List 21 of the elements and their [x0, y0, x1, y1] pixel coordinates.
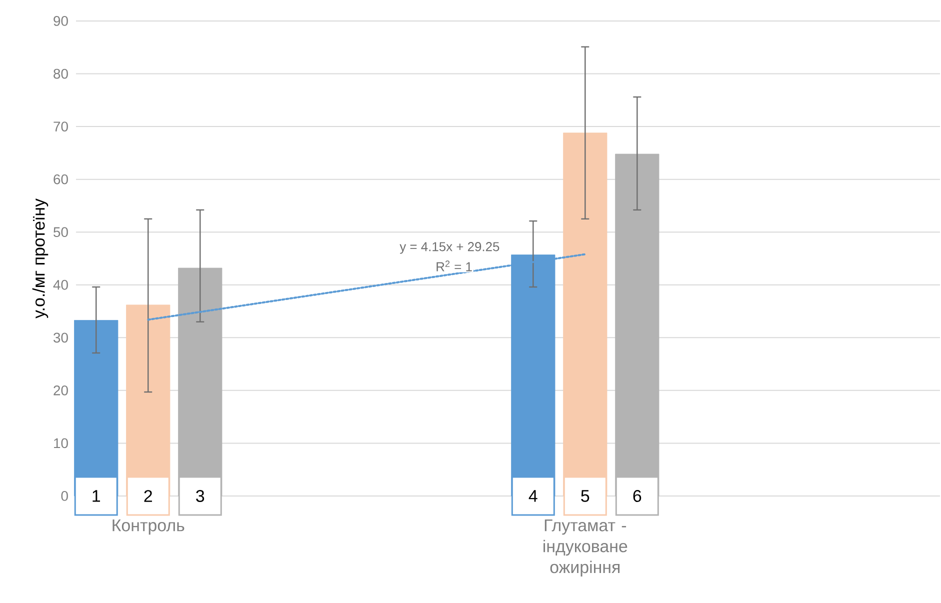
- y-tick-label: 60: [54, 174, 68, 184]
- x-tick-label: Глутамат - індуковане ожиріння: [544, 520, 628, 577]
- y-tick-label: 50: [54, 227, 68, 238]
- annotation: 2: [144, 490, 152, 502]
- y-axis-title: у.о./мг протеїну: [32, 198, 48, 318]
- y-tick-label: 30: [54, 332, 68, 343]
- x-tick-label: Контроль: [112, 520, 184, 535]
- annotation: R$^{2}$ = 1: [436, 260, 472, 272]
- annotation: 5: [581, 490, 590, 502]
- y-tick-label: 70: [54, 122, 68, 132]
- annotation: 6: [633, 490, 642, 502]
- annotation: 1: [92, 490, 100, 502]
- y-tick-label: 90: [54, 16, 68, 26]
- y-tick-label: 10: [54, 438, 68, 448]
- y-tick-label: 0: [61, 491, 68, 501]
- y-tick-label: 40: [53, 280, 68, 290]
- annotation: y = 4.15x + 29.25: [400, 242, 500, 254]
- y-tick-label: 20: [54, 385, 68, 396]
- y-tick-label: 80: [54, 68, 68, 79]
- annotation: 4: [528, 490, 538, 502]
- annotation: 3: [196, 490, 204, 502]
